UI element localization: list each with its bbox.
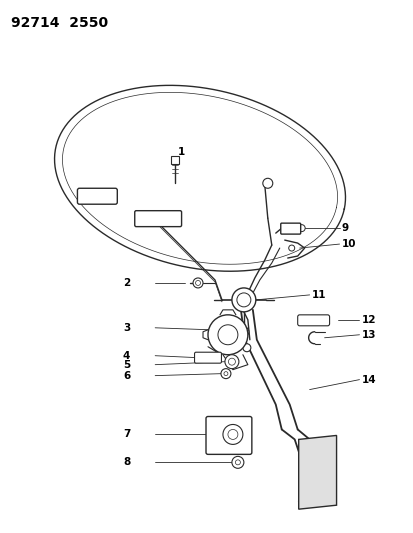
Circle shape bbox=[242, 344, 250, 352]
Polygon shape bbox=[298, 435, 336, 509]
Text: 92714  2550: 92714 2550 bbox=[11, 16, 107, 30]
Circle shape bbox=[224, 354, 238, 369]
Circle shape bbox=[235, 460, 240, 465]
Circle shape bbox=[195, 280, 200, 286]
Circle shape bbox=[297, 224, 304, 232]
Circle shape bbox=[207, 315, 247, 354]
Text: 8: 8 bbox=[123, 457, 130, 467]
FancyBboxPatch shape bbox=[297, 315, 329, 326]
Circle shape bbox=[231, 288, 255, 312]
Text: 5: 5 bbox=[123, 360, 130, 370]
Text: 14: 14 bbox=[361, 375, 375, 385]
Circle shape bbox=[238, 327, 248, 337]
Circle shape bbox=[228, 430, 237, 439]
Circle shape bbox=[236, 293, 250, 307]
Circle shape bbox=[231, 456, 243, 469]
FancyBboxPatch shape bbox=[134, 211, 181, 227]
Circle shape bbox=[217, 325, 237, 345]
Text: 6: 6 bbox=[123, 370, 130, 381]
Circle shape bbox=[241, 329, 246, 334]
Bar bbox=[171, 156, 179, 164]
Circle shape bbox=[223, 424, 242, 445]
Text: 12: 12 bbox=[361, 315, 375, 325]
Circle shape bbox=[262, 179, 272, 188]
Circle shape bbox=[228, 358, 235, 365]
Text: 3: 3 bbox=[123, 323, 130, 333]
Text: 13: 13 bbox=[361, 330, 375, 340]
Circle shape bbox=[192, 278, 202, 288]
FancyBboxPatch shape bbox=[77, 188, 117, 204]
Circle shape bbox=[223, 372, 228, 376]
FancyBboxPatch shape bbox=[206, 416, 251, 454]
Text: 11: 11 bbox=[311, 290, 325, 300]
Text: 9: 9 bbox=[341, 223, 348, 233]
Circle shape bbox=[288, 245, 294, 251]
Circle shape bbox=[221, 369, 230, 378]
FancyBboxPatch shape bbox=[194, 352, 221, 363]
Text: 10: 10 bbox=[341, 239, 355, 249]
Text: 4: 4 bbox=[123, 351, 130, 361]
FancyBboxPatch shape bbox=[280, 223, 300, 234]
Text: 7: 7 bbox=[123, 430, 130, 439]
Text: 2: 2 bbox=[123, 278, 130, 288]
Text: 1: 1 bbox=[178, 148, 185, 157]
